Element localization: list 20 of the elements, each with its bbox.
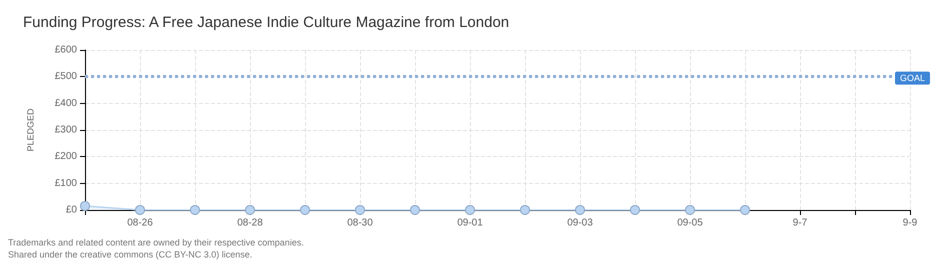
y-axis-title: PLEDGED	[26, 108, 36, 152]
x-tick-label: 09-01	[457, 218, 484, 228]
text: Trademarks and related content are owned by their respective companies.	[8, 238, 304, 248]
x-tick-label: 08-26	[127, 218, 154, 228]
x-tick-label: 09-05	[677, 218, 704, 228]
text: Shared under the creative commons (CC BY-NC 3.0) license.	[8, 250, 252, 260]
y-tick-label: £500	[54, 71, 78, 82]
y-tick-label: £300	[54, 124, 78, 136]
y-tick-label: £200	[54, 151, 78, 162]
y-tick-label: £400	[54, 98, 78, 109]
y-tick-label: £100	[54, 178, 78, 189]
y-tick-label: £600	[54, 44, 78, 56]
x-tick-label: 08-28	[237, 218, 264, 228]
y-tick-label: £0	[66, 204, 78, 216]
chart-title: Funding Progress: A Free Japanese Indie Culture Magazine from London	[23, 14, 510, 31]
x-tick-label: 09-03	[567, 218, 594, 228]
x-tick-label: 9-9	[902, 218, 918, 228]
ref-line-label: GOAL	[900, 73, 925, 84]
x-tick-label: 08-30	[347, 218, 374, 228]
x-tick-label: 9-7	[792, 218, 808, 228]
